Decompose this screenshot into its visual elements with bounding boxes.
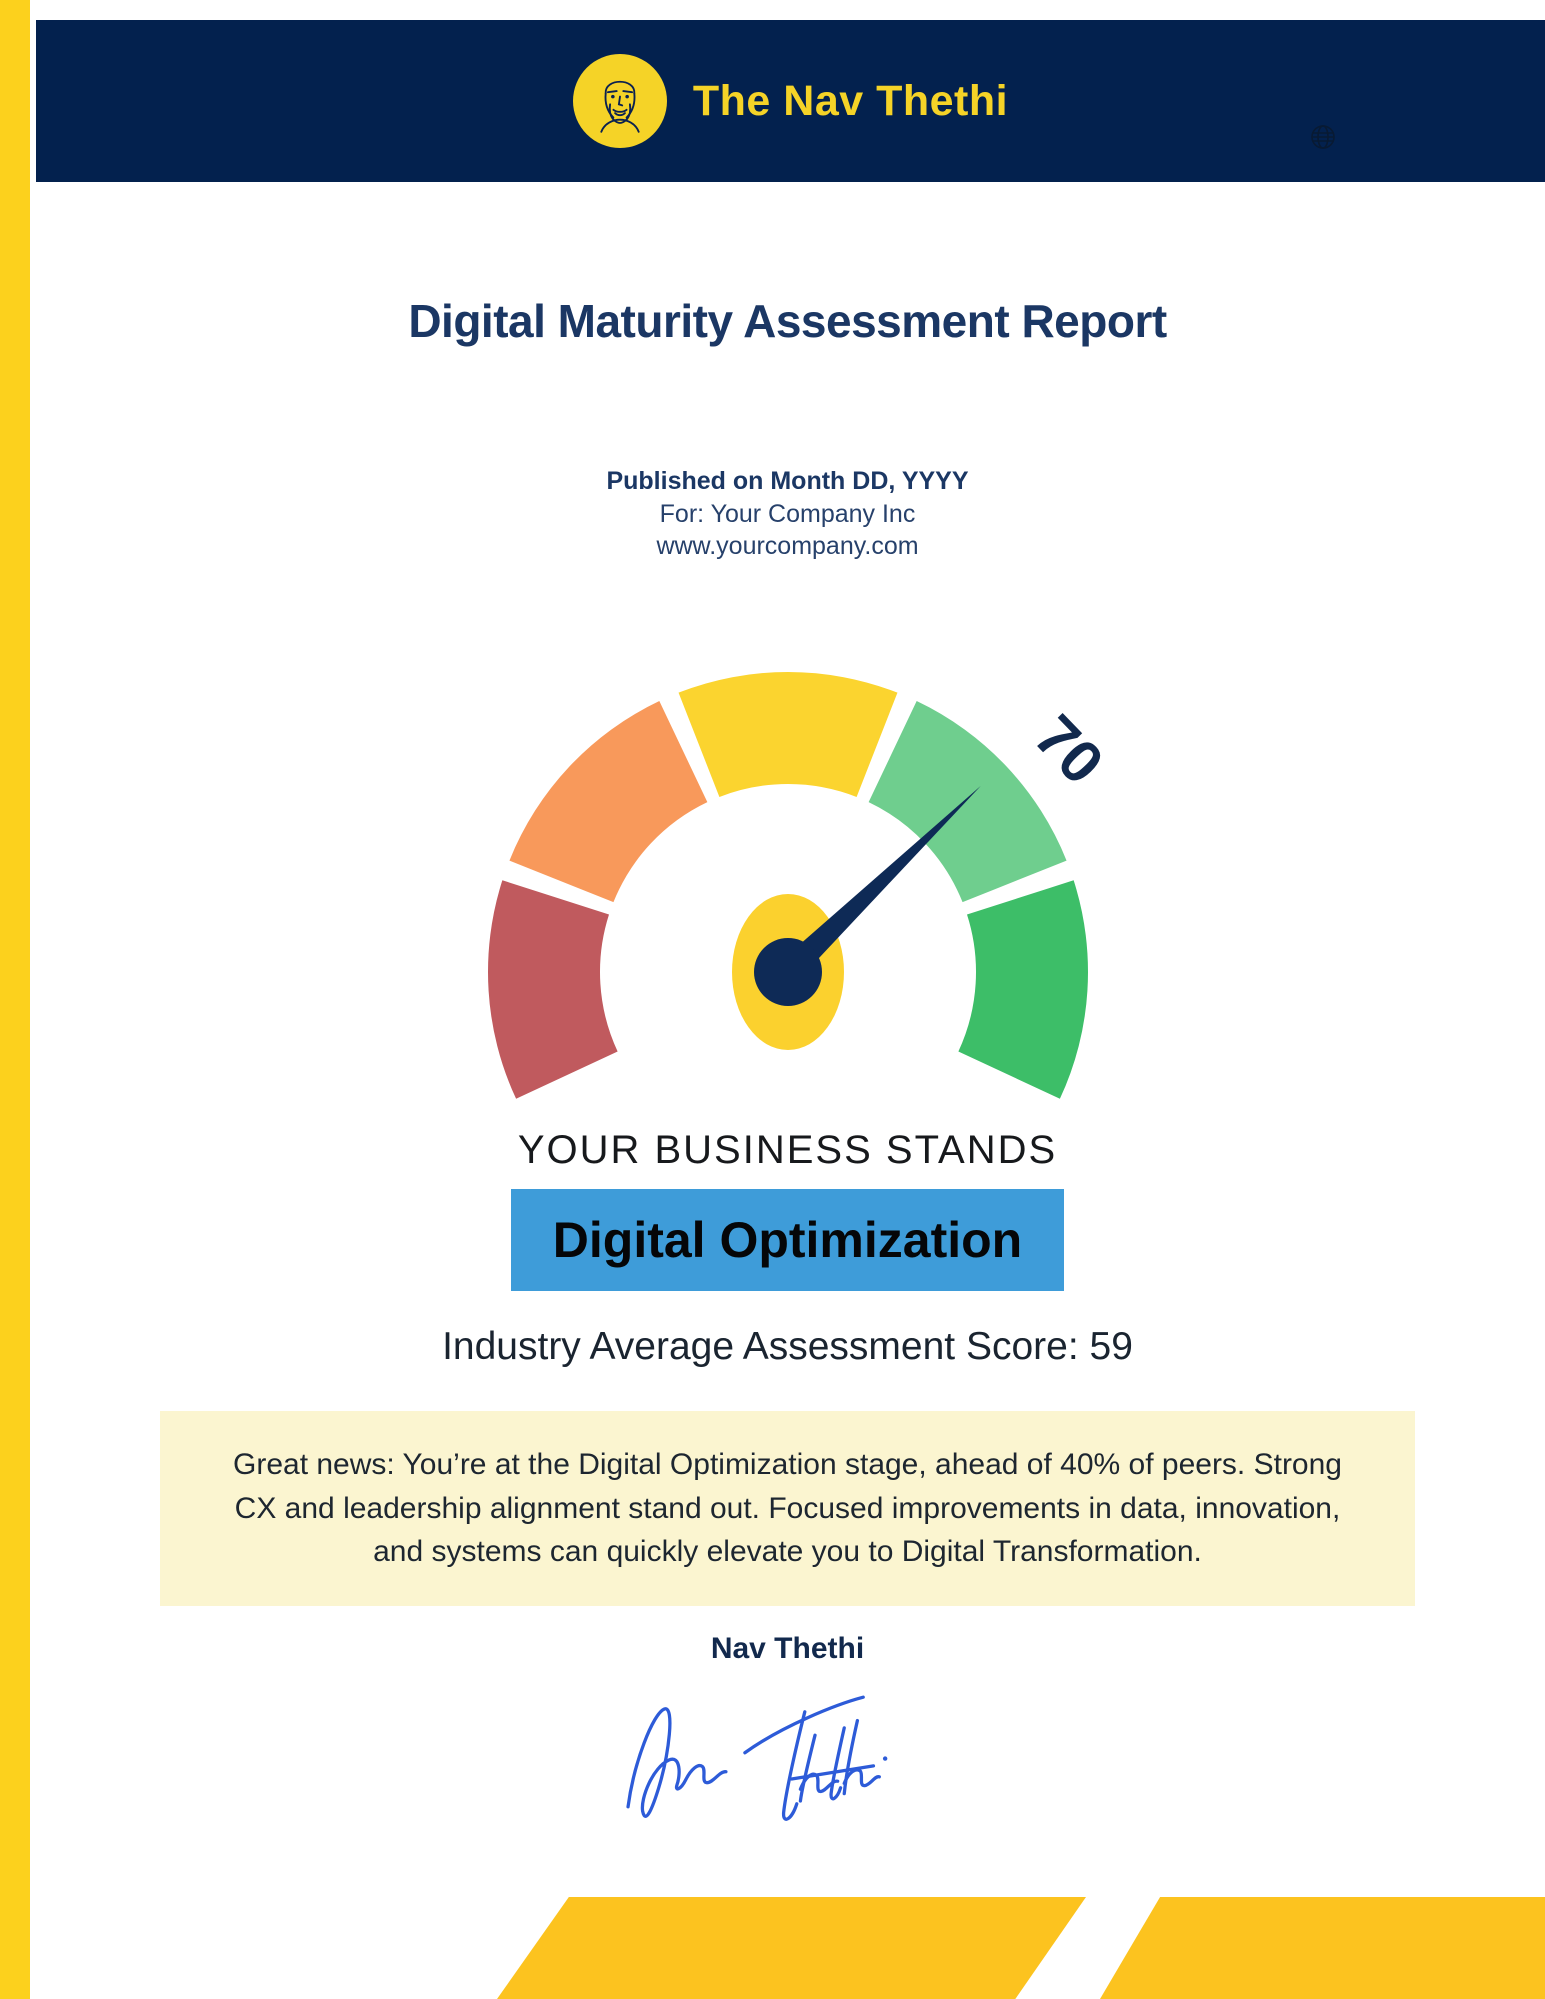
gauge-segment-band-3 [678, 672, 897, 797]
published-date: Published on Month DD, YYYY [606, 467, 969, 495]
signer-name: Nav Thethi [710, 1631, 865, 1665]
footer-parallelogram-right [1100, 1897, 1545, 1999]
face-logo-icon [600, 80, 640, 133]
gauge-chart: 70 [487, 672, 1116, 1099]
gauge-chart-wrap: 70 [30, 642, 1545, 1122]
stage-badge: Digital Optimization [510, 1189, 1065, 1291]
header-bar: The Nav Thethi [36, 20, 1545, 182]
gauge-hub-center [753, 938, 822, 1006]
industry-average-line: Industry Average Assessment Score: 59 [442, 1325, 1133, 1368]
footer-parallelogram-left [497, 1897, 1086, 1999]
globe-icon [1311, 125, 1335, 149]
summary-callout: Great news: You’re at the Digital Optimi… [160, 1411, 1415, 1606]
gauge-score-label: 70 [1021, 702, 1107, 797]
publication-block: Published on Month DD, YYYY For: Your Co… [30, 464, 1545, 562]
company-website-link[interactable]: www.yourcompany.com [656, 532, 919, 560]
stands-label: YOUR BUSINESS STANDS [517, 1128, 1058, 1172]
page-title: Digital Maturity Assessment Report [408, 295, 1167, 347]
prepared-for: For: Your Company Inc [659, 500, 916, 528]
brand-name: The Nav Thethi [692, 76, 1009, 125]
left-accent-stripe [0, 0, 30, 1999]
signature-image [30, 1668, 1545, 1836]
gauge-segment-band-1 [487, 880, 618, 1099]
report-body: Digital Maturity Assessment Report Publi… [30, 182, 1545, 1836]
gauge-segment-band-4 [868, 700, 1067, 903]
brand-logo [572, 54, 667, 148]
gauge-needle [778, 785, 981, 982]
gauge-segment-band-5 [957, 880, 1088, 1099]
gauge-segment-band-2 [508, 700, 707, 903]
